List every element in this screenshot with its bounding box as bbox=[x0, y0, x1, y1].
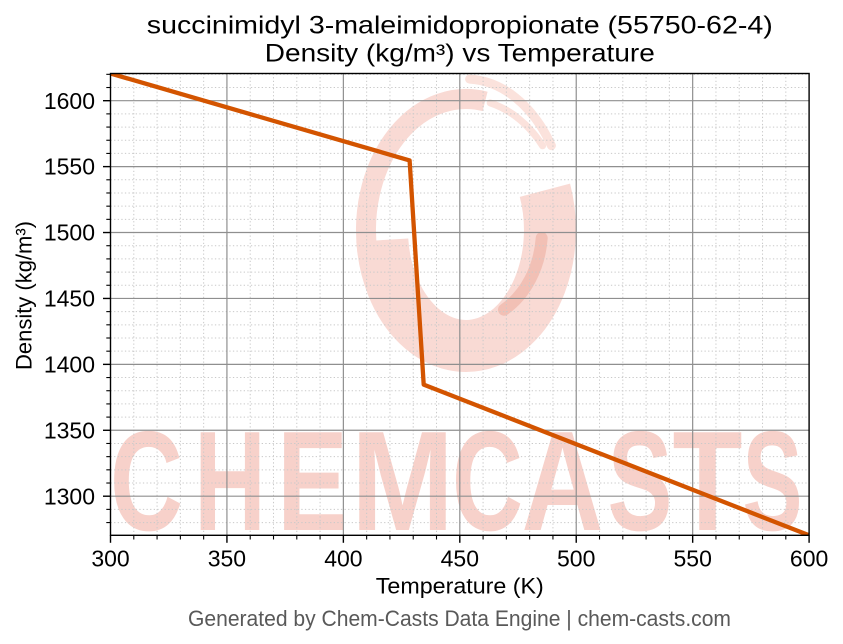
svg-text:Temperature (K): Temperature (K) bbox=[376, 574, 544, 599]
svg-text:1400: 1400 bbox=[44, 352, 95, 378]
svg-text:C: C bbox=[110, 402, 183, 561]
svg-text:1550: 1550 bbox=[44, 154, 95, 180]
svg-text:T: T bbox=[673, 402, 743, 561]
svg-text:C: C bbox=[452, 402, 523, 561]
svg-text:1300: 1300 bbox=[44, 483, 95, 509]
svg-text:1600: 1600 bbox=[44, 88, 95, 114]
svg-text:600: 600 bbox=[790, 546, 828, 572]
svg-text:400: 400 bbox=[324, 546, 362, 572]
svg-text:Density (kg/m³) vs Temperature: Density (kg/m³) vs Temperature bbox=[265, 41, 655, 68]
svg-text:S: S bbox=[743, 402, 803, 561]
svg-text:Density (kg/m³): Density (kg/m³) bbox=[12, 221, 37, 370]
svg-text:H: H bbox=[194, 402, 266, 561]
svg-text:300: 300 bbox=[91, 546, 129, 572]
svg-text:1500: 1500 bbox=[44, 220, 95, 246]
svg-text:E: E bbox=[277, 402, 348, 561]
svg-text:Generated by Chem-Casts Data E: Generated by Chem-Casts Data Engine | ch… bbox=[188, 606, 731, 631]
svg-text:1450: 1450 bbox=[44, 286, 95, 312]
svg-text:S: S bbox=[608, 402, 673, 561]
svg-text:1350: 1350 bbox=[44, 417, 95, 443]
svg-text:450: 450 bbox=[441, 546, 479, 572]
svg-text:550: 550 bbox=[674, 546, 712, 572]
svg-text:500: 500 bbox=[557, 546, 595, 572]
svg-text:350: 350 bbox=[208, 546, 246, 572]
svg-text:succinimidyl 3-maleimidopropio: succinimidyl 3-maleimidopropionate (5575… bbox=[147, 13, 773, 40]
